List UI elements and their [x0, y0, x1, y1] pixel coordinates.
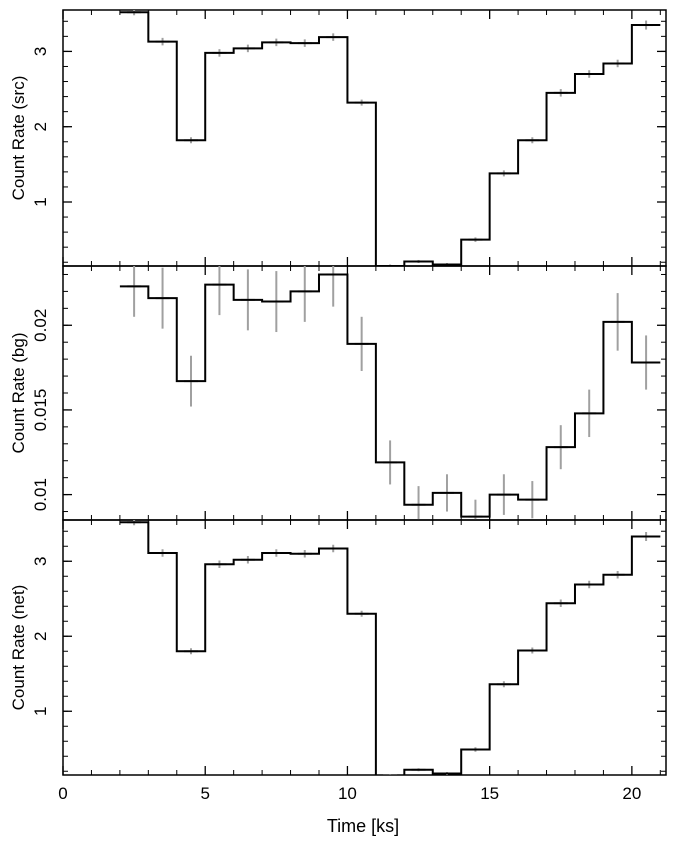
- x-tick-label: 0: [58, 784, 67, 803]
- y-axis-label: Count Rate (src): [9, 76, 28, 201]
- panel-frame: [62, 265, 667, 521]
- y-tick-label: 3: [31, 47, 50, 56]
- y-tick-label: 2: [31, 122, 50, 131]
- step-line: [119, 11, 661, 266]
- y-tick-label: 1: [31, 197, 50, 206]
- y-tick-label: 0.015: [31, 389, 50, 432]
- panel-frame: [62, 9, 667, 267]
- panel-frame: [62, 519, 667, 776]
- step-line: [119, 521, 661, 775]
- y-tick-label: 0.02: [31, 309, 50, 342]
- y-tick-label: 2: [31, 632, 50, 641]
- data-group: [119, 10, 661, 266]
- panel-1: 1 2 3 Count Rate (src): [9, 9, 667, 267]
- x-tick-label: 10: [338, 784, 357, 803]
- x-tick-label: 20: [622, 784, 641, 803]
- y-tick-label: 0.01: [31, 478, 50, 511]
- x-axis-label: Time [ks]: [327, 816, 399, 836]
- y-axis-label: Count Rate (bg): [9, 333, 28, 454]
- y-tick-label: 1: [31, 707, 50, 716]
- y-axis-label: Count Rate (net): [9, 585, 28, 711]
- x-tick-label: 5: [200, 784, 209, 803]
- data-group: [119, 266, 661, 520]
- data-group: [119, 520, 661, 775]
- y-tick-label: 3: [31, 557, 50, 566]
- step-line: [119, 273, 661, 518]
- x-tick-label: 15: [480, 784, 499, 803]
- panel-3: 0 5 10 15 20 1 2 3 Count Rate (net): [9, 519, 667, 803]
